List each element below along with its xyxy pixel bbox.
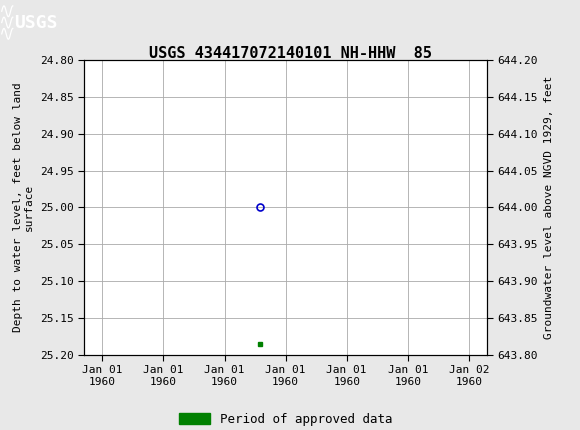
Y-axis label: Groundwater level above NGVD 1929, feet: Groundwater level above NGVD 1929, feet — [543, 76, 554, 339]
Text: USGS 434417072140101 NH-HHW  85: USGS 434417072140101 NH-HHW 85 — [148, 46, 432, 61]
Y-axis label: Depth to water level, feet below land
surface: Depth to water level, feet below land su… — [13, 83, 34, 332]
Legend: Period of approved data: Period of approved data — [174, 408, 397, 430]
Text: USGS: USGS — [14, 14, 58, 31]
